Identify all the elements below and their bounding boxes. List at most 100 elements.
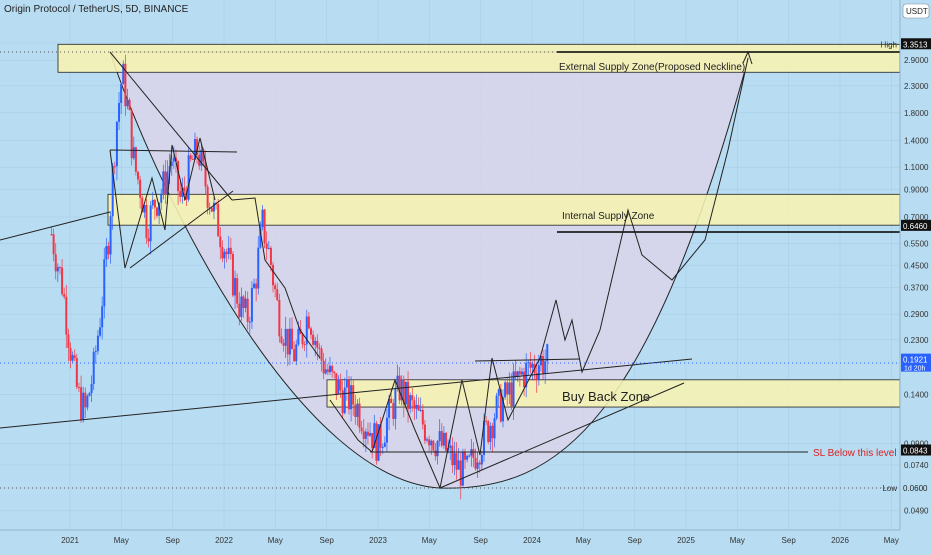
candle-body [191, 159, 194, 161]
candle-body [369, 433, 372, 436]
candle-body [463, 452, 466, 460]
candle-body [244, 298, 247, 308]
candle-body [480, 455, 483, 465]
candle-body [445, 432, 448, 451]
candle-body [248, 321, 251, 323]
candle-body [229, 247, 232, 255]
candle-body [413, 400, 416, 409]
candle-body [508, 382, 511, 395]
level-name: Low [882, 484, 897, 493]
zone-2 [326, 379, 901, 408]
candle-body [385, 417, 388, 443]
y-tick-label: 0.3700 [904, 283, 929, 292]
candle-body [212, 202, 215, 212]
triangle-bottom-line [129, 190, 234, 269]
candle-body [73, 355, 76, 358]
level-value: 0.6460 [903, 222, 928, 231]
candle-body [356, 403, 359, 417]
y-tick-label: 0.7000 [904, 213, 929, 222]
candle-body [54, 254, 57, 272]
candle-body [282, 342, 285, 346]
candle-body [255, 283, 258, 289]
candle-body [301, 334, 304, 345]
y-tick-label: 2.3000 [904, 82, 929, 91]
candle-body [352, 385, 355, 405]
time-axis[interactable]: 2021 May Sep 2022 May Sep 2023 May Sep 2024 May Sep… [0, 529, 932, 550]
candle-body [139, 179, 142, 198]
candle-body [436, 441, 439, 457]
candle-body [324, 369, 327, 374]
candle-body [50, 234, 53, 236]
candle-body [535, 373, 538, 380]
candle-body [544, 361, 547, 374]
price-axis[interactable]: USDT 3.39002.90002.30001.80001.40001.100… [881, 0, 932, 530]
candle-body [337, 379, 340, 394]
candle-body [297, 329, 300, 345]
level-badge [901, 219, 931, 231]
y-tick-label: 0.5500 [904, 240, 929, 249]
candle-body [137, 171, 140, 180]
candles-layer [50, 54, 549, 500]
candle-body [451, 445, 454, 466]
candle-body [259, 227, 262, 248]
candle-body [196, 139, 199, 155]
candle-body [335, 373, 338, 394]
candle-body [343, 387, 346, 414]
candle-body [495, 395, 498, 419]
candle-body [518, 371, 521, 375]
candle-body [409, 395, 412, 409]
candle-body [510, 382, 513, 407]
candle-body [402, 379, 405, 405]
y-tick-label: 0.4500 [904, 262, 929, 271]
candle-body [491, 425, 494, 439]
candle-body [419, 409, 422, 411]
candle-body [293, 349, 296, 362]
candle-body [128, 99, 131, 111]
candle-body [69, 347, 72, 361]
candle-body [177, 161, 180, 192]
candle-body [284, 328, 287, 346]
y-tick-label: 0.0490 [904, 506, 929, 515]
candle-body [86, 395, 89, 408]
zone-0 [57, 43, 901, 73]
candle-body [61, 267, 64, 295]
y-tick-label: 0.0740 [904, 461, 929, 470]
x-tick-label: 2026 [831, 536, 849, 545]
y-tick-label: 0.0900 [904, 439, 929, 448]
candle-body [299, 329, 302, 335]
candle-body [394, 388, 397, 419]
candle-body [145, 205, 148, 239]
currency-badge[interactable] [902, 3, 930, 19]
symbol-title: Origin Protocol / TetherUS, 5D, BINANCE [4, 4, 189, 15]
candle-body [71, 355, 74, 361]
candle-body [67, 334, 70, 348]
candle-body [227, 247, 230, 255]
candle-body [92, 351, 95, 385]
candle-body [263, 209, 266, 244]
level-value: 3.3513 [903, 40, 928, 49]
candle-body [122, 63, 125, 85]
candle-body [314, 340, 317, 345]
candle-body [489, 425, 492, 442]
candle-body [257, 247, 260, 289]
candle-body [151, 199, 154, 206]
candle-body [345, 379, 348, 388]
candle-body [358, 403, 361, 428]
level-badge [901, 444, 931, 456]
candle-body [347, 379, 350, 410]
candle-body [240, 296, 243, 317]
sl-annotation: SL Below this level [813, 448, 897, 459]
candle-body [485, 420, 488, 422]
candle-body [404, 381, 407, 405]
candle-body [166, 171, 169, 195]
candle-body [155, 207, 158, 216]
level-badge [901, 353, 931, 372]
candle-body [407, 381, 410, 409]
candle-body [438, 431, 441, 442]
candle-body [143, 205, 146, 213]
candle-body [482, 420, 485, 456]
candle-body [236, 278, 239, 304]
upper-channel-line [0, 211, 111, 241]
candle-body [381, 446, 384, 448]
